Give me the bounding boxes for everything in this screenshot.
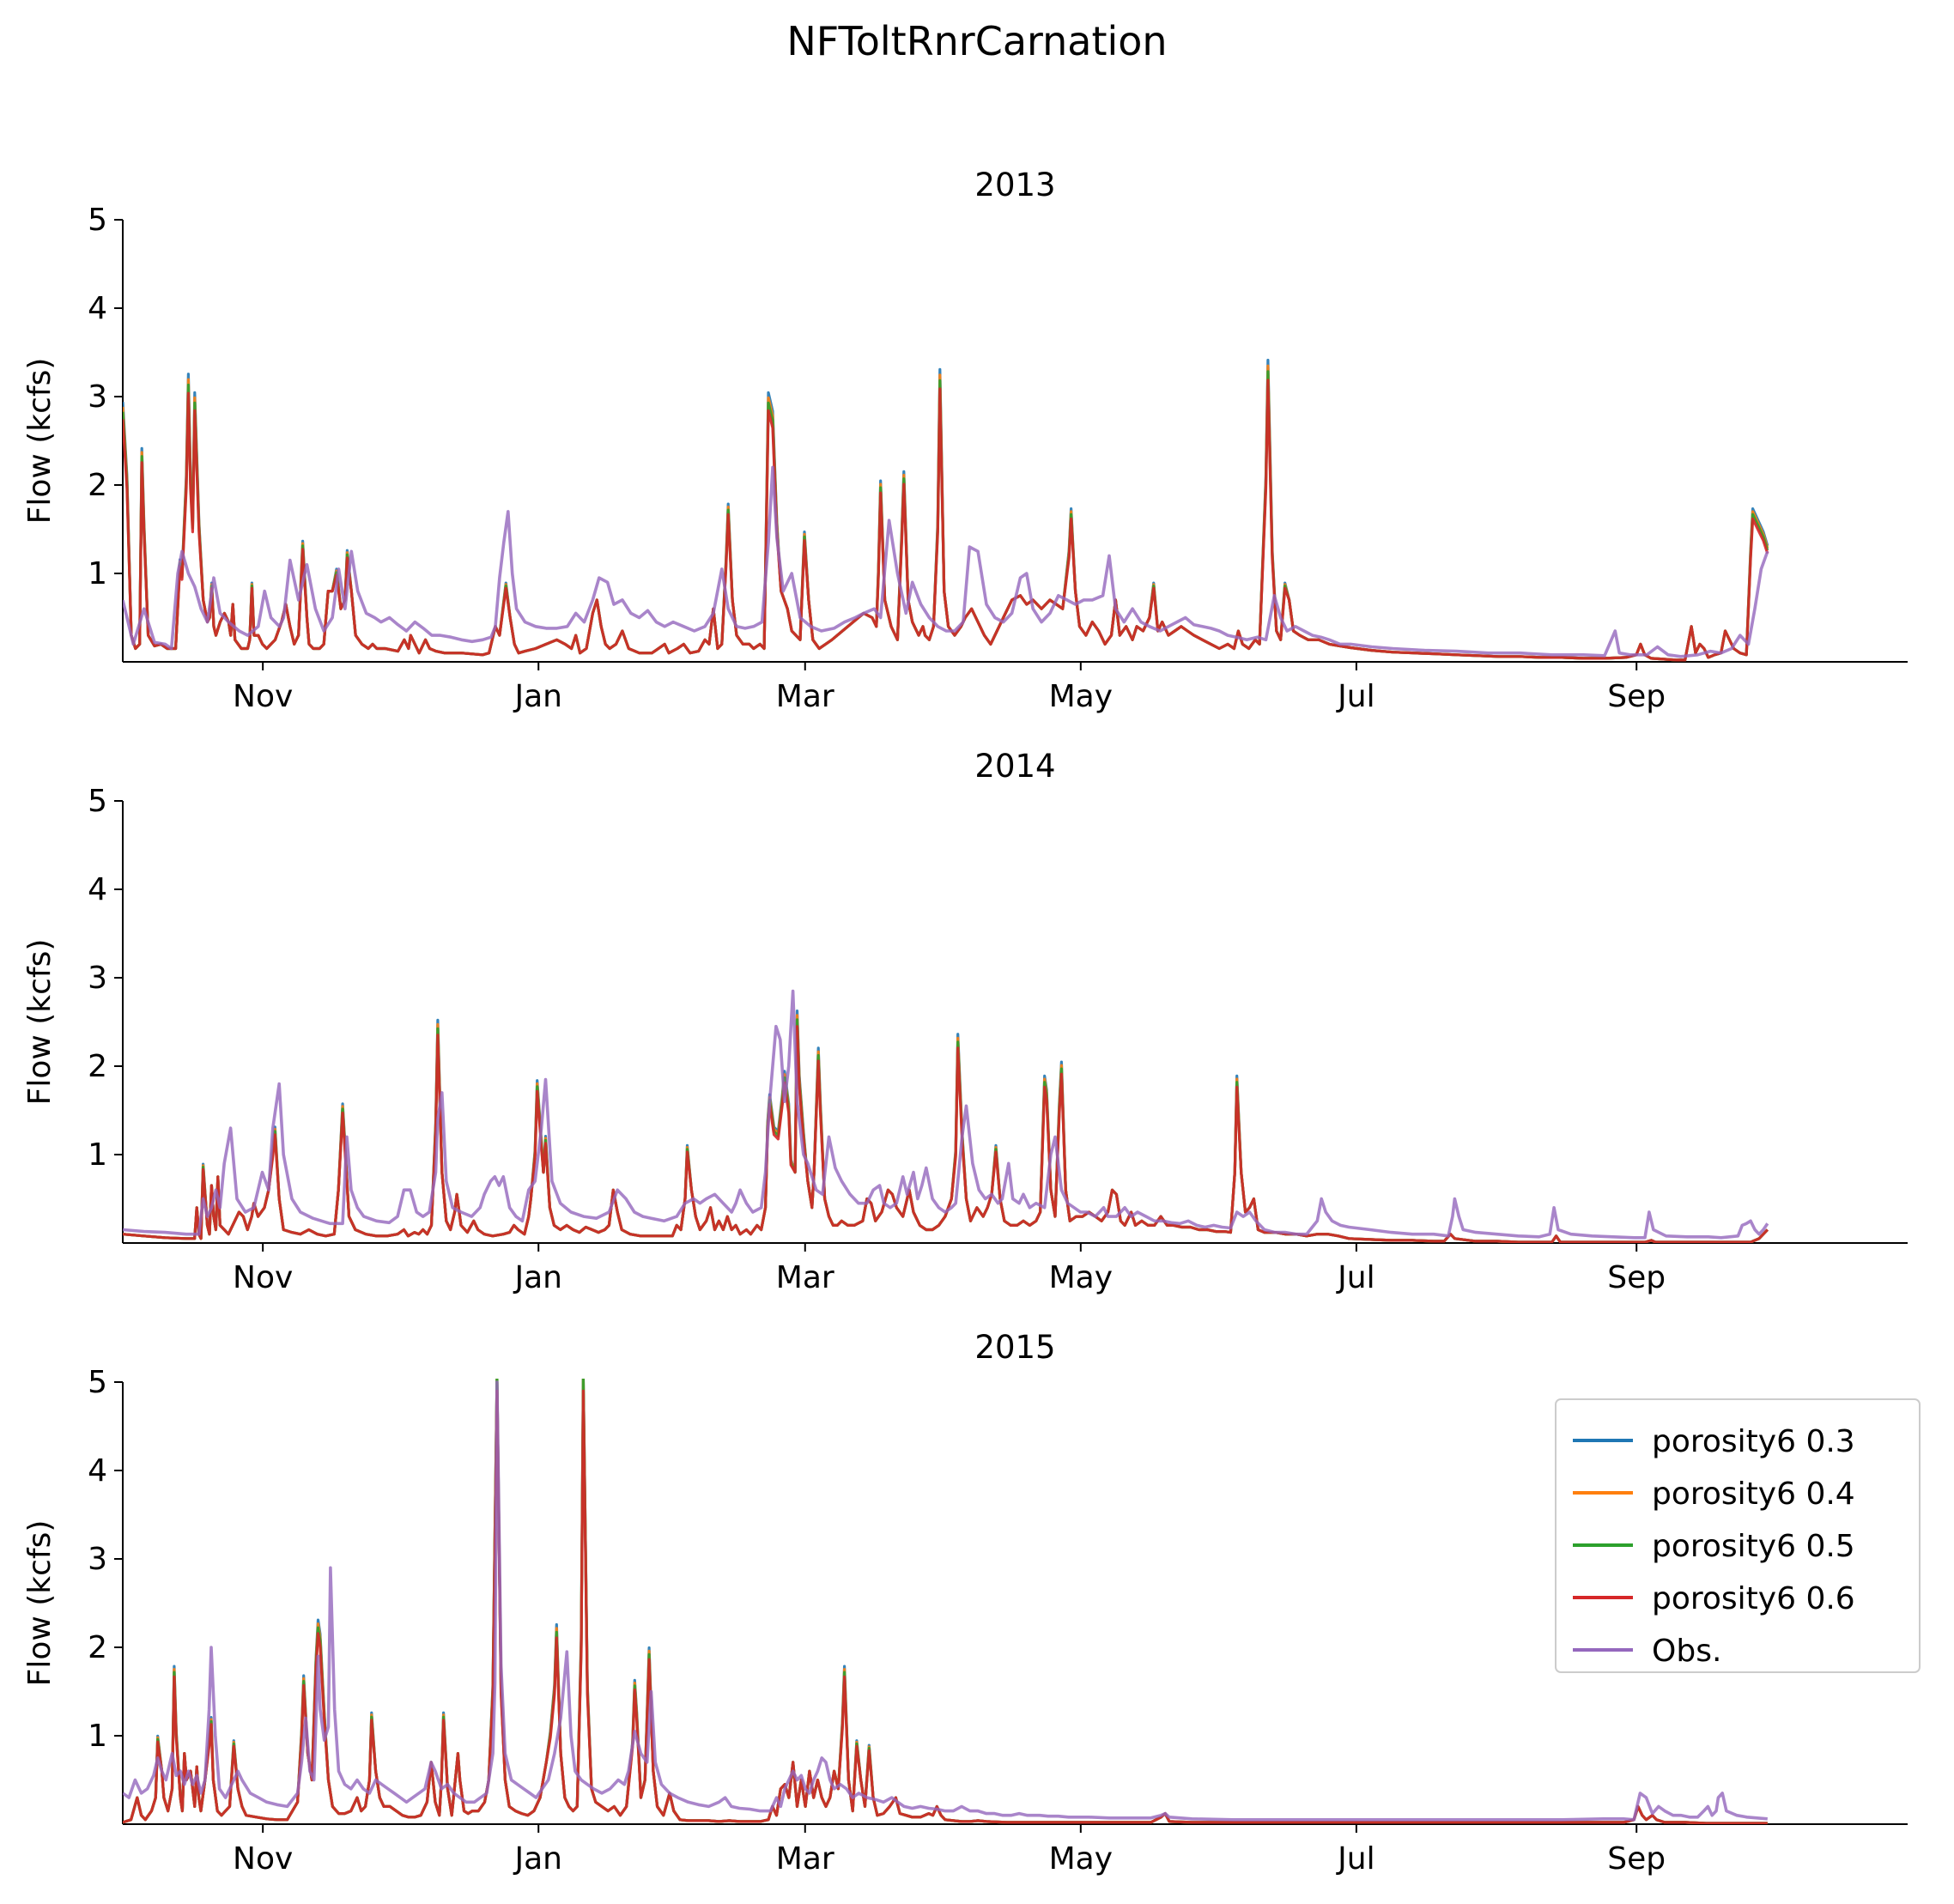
x-tick-label: Sep <box>1607 1260 1666 1295</box>
x-tick-label: Nov <box>233 1841 293 1877</box>
y-tick-label: 5 <box>88 784 107 819</box>
series-line-porosity6-0-5 <box>123 1018 1769 1243</box>
y-axis-label: Flow (kcfs) <box>22 939 58 1106</box>
y-tick-label: 4 <box>88 872 107 907</box>
legend-label: Obs. <box>1652 1634 1721 1669</box>
y-tick-label: 2 <box>88 1630 107 1665</box>
series-line-porosity6-0-3 <box>123 1010 1769 1243</box>
y-tick-label: 4 <box>88 291 107 326</box>
y-tick-label: 5 <box>88 1365 107 1400</box>
panel-2015: 2015 1 2 3 4 5 Nov Jan Mar May Jul Sep Flow (kcfs) <box>22 1329 1908 1877</box>
y-tick-label: 1 <box>88 1719 107 1754</box>
series-line-obs <box>123 465 1769 658</box>
y-tick-label: 3 <box>88 379 107 415</box>
y-tick-label: 5 <box>88 203 107 238</box>
panel-title: 2015 <box>974 1329 1055 1366</box>
panel-2013: 2013 1 2 3 4 5 Nov Jan Mar May Jul Sep Flow (kcfs) <box>22 167 1908 714</box>
legend-label: porosity6 0.3 <box>1652 1424 1855 1459</box>
x-tick-label: Nov <box>233 679 293 714</box>
legend-label: porosity6 0.6 <box>1652 1581 1855 1616</box>
x-tick-label: Nov <box>233 1260 293 1295</box>
panel-2014: 2014 1 2 3 4 5 Nov Jan Mar May Jul Sep Flow (kcfs) <box>22 748 1908 1295</box>
series-line-porosity6-0-6 <box>123 1025 1769 1243</box>
legend-label: porosity6 0.4 <box>1652 1477 1855 1512</box>
x-tick-label: Jul <box>1336 1260 1374 1295</box>
y-tick-label: 2 <box>88 468 107 503</box>
figure-title: NFToltRnrCarnation <box>786 18 1167 64</box>
y-tick-label: 3 <box>88 961 107 996</box>
series-line-porosity6-0-6 <box>123 1389 1768 1824</box>
series-line-obs <box>123 989 1769 1240</box>
x-tick-label: Mar <box>776 1260 834 1295</box>
y-tick-label: 4 <box>88 1453 107 1489</box>
series-line-porosity6-0-6 <box>123 379 1769 662</box>
legend-frame <box>1555 1398 1921 1673</box>
x-tick-label: Sep <box>1607 679 1666 714</box>
x-tick-label: May <box>1049 1841 1113 1877</box>
x-tick-label: Jul <box>1336 679 1374 714</box>
x-tick-label: Jan <box>513 1260 562 1295</box>
y-tick-label: 1 <box>88 556 107 591</box>
y-axis-label: Flow (kcfs) <box>22 1520 58 1687</box>
series-line-obs <box>123 1380 1768 1822</box>
panel-title: 2014 <box>974 748 1055 785</box>
series-line-porosity6-0-5 <box>123 370 1769 662</box>
y-tick-label: 3 <box>88 1542 107 1577</box>
y-tick-label: 1 <box>88 1137 107 1173</box>
panel-title: 2013 <box>974 167 1055 203</box>
x-tick-label: May <box>1049 679 1113 714</box>
y-tick-label: 2 <box>88 1049 107 1084</box>
x-tick-label: Mar <box>776 679 834 714</box>
x-tick-label: Jul <box>1336 1841 1374 1877</box>
y-axis-label: Flow (kcfs) <box>22 358 58 525</box>
series-line-porosity6-0-4 <box>123 1014 1769 1243</box>
legend: porosity6 0.3 porosity6 0.4 porosity6 0.5 p… <box>1555 1398 1921 1673</box>
x-tick-label: Jan <box>513 679 562 714</box>
x-tick-label: Sep <box>1607 1841 1666 1877</box>
x-tick-label: Jan <box>513 1841 562 1877</box>
x-tick-label: May <box>1049 1260 1113 1295</box>
legend-label: porosity6 0.5 <box>1652 1529 1855 1564</box>
x-tick-label: Mar <box>776 1841 834 1877</box>
